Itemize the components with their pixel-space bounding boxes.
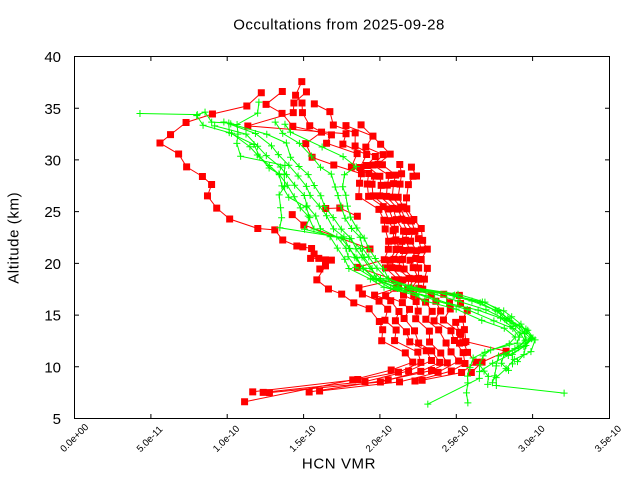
svg-text:10: 10 (44, 359, 61, 376)
svg-text:15: 15 (44, 308, 61, 325)
svg-text:30: 30 (44, 153, 61, 170)
svg-text:Altitude (km): Altitude (km) (6, 192, 23, 284)
svg-text:20: 20 (44, 256, 61, 273)
svg-text:25: 25 (44, 204, 61, 221)
svg-text:35: 35 (44, 101, 61, 118)
svg-text:HCN VMR: HCN VMR (302, 455, 376, 472)
svg-text:40: 40 (44, 49, 61, 66)
svg-text:5: 5 (53, 411, 61, 428)
svg-text:Occultations from 2025-09-28: Occultations from 2025-09-28 (233, 17, 445, 34)
